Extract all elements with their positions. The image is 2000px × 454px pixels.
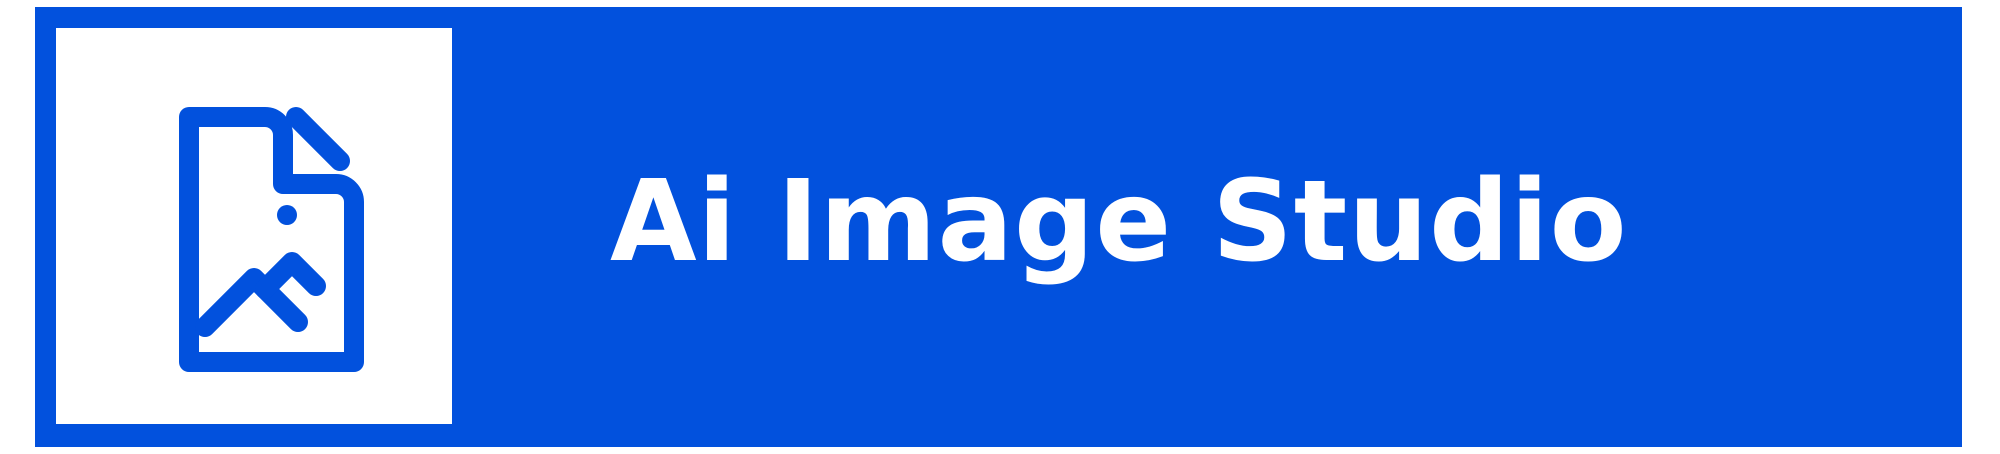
logo-icon-tile	[56, 28, 452, 424]
logo-banner: Ai Image Studio	[35, 7, 1962, 447]
image-file-icon	[179, 107, 364, 372]
brand-title: Ai Image Studio	[610, 157, 1628, 287]
